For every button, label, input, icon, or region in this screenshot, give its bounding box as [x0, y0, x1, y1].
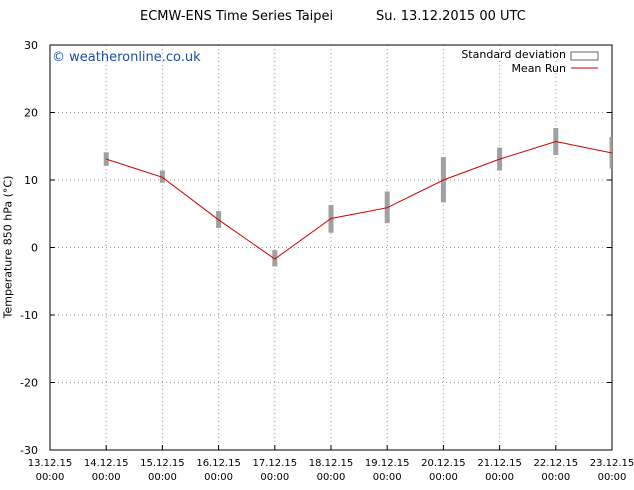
mean-run-line	[106, 140, 613, 260]
std-bar	[272, 250, 278, 267]
chart-run-date: Su. 13.12.2015 00 UTC	[376, 9, 526, 24]
x-tick-time-label: 00:00	[373, 472, 402, 483]
x-tick-time-label: 00:00	[485, 472, 514, 483]
y-tick-label: -10	[20, 309, 38, 322]
chart-title: ECMW-ENS Time Series Taipei	[140, 9, 334, 24]
x-tick-time-label: 00:00	[429, 472, 458, 483]
x-tick-date-label: 19.12.15	[365, 458, 410, 469]
x-tick-date-label: 16.12.15	[196, 458, 241, 469]
x-tick-date-label: 20.12.15	[421, 458, 466, 469]
x-tick-time-label: 00:00	[317, 472, 346, 483]
y-tick-label: 0	[31, 242, 38, 255]
std-bar	[103, 152, 109, 166]
x-tick-time-label: 00:00	[204, 472, 233, 483]
x-tick-date-label: 22.12.15	[534, 458, 579, 469]
y-tick-label: 20	[24, 107, 38, 120]
y-ticks: -30 -20 -10 0 10 20 30	[20, 39, 612, 457]
x-tick-time-label: 00:00	[92, 472, 121, 483]
legend-std-label: Standard deviation	[461, 48, 566, 61]
grid-layer	[50, 45, 612, 450]
y-tick-label: -30	[20, 444, 38, 457]
x-tick-time-label: 00:00	[598, 472, 627, 483]
y-tick-label: 10	[24, 174, 38, 187]
x-tick-date-label: 13.12.15	[28, 458, 73, 469]
std-bars	[103, 128, 612, 267]
x-tick-date-label: 18.12.15	[309, 458, 354, 469]
x-tick-time-label: 00:00	[541, 472, 570, 483]
legend-mean-label: Mean Run	[511, 62, 566, 75]
y-tick-label: -20	[20, 377, 38, 390]
std-bar	[159, 170, 165, 183]
x-tick-date-label: 21.12.15	[477, 458, 522, 469]
x-tick-date-label: 23.12.15	[590, 458, 634, 469]
x-tick-time-label: 00:00	[36, 472, 65, 483]
x-tick-time-label: 00:00	[260, 472, 289, 483]
x-tick-time-label: 00:00	[148, 472, 177, 483]
watermark-logo[interactable]: © weatheronline.co.uk	[52, 50, 201, 65]
legend-std-swatch	[570, 51, 599, 61]
x-tick-date-label: 14.12.15	[84, 458, 129, 469]
x-tick-date-label: 17.12.15	[253, 458, 298, 469]
x-ticks: 13.12.15 00:00 14.12.15 00:00 15.12.15 00:00 1…	[28, 445, 634, 483]
x-tick-date-label: 15.12.15	[140, 458, 185, 469]
y-tick-label: 30	[24, 39, 38, 52]
